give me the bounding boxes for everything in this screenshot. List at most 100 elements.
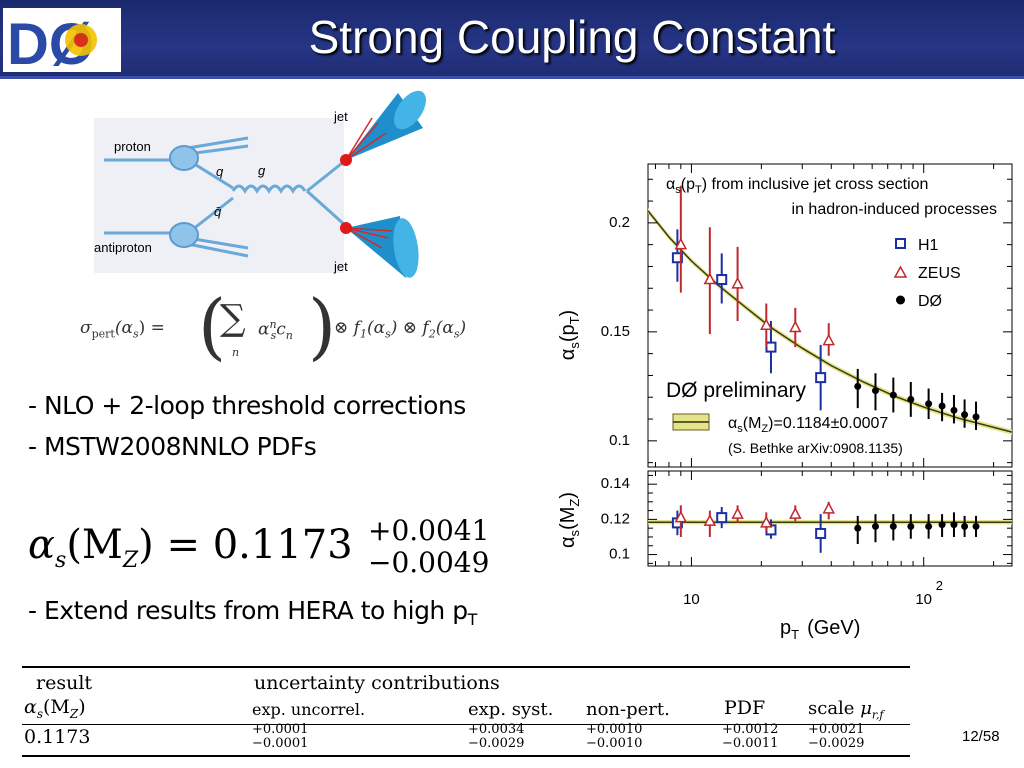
table-cell-nonpert: +0.0010 −0.0010 xyxy=(586,722,643,751)
data-marks xyxy=(671,185,980,553)
table-cell-pdf: +0.0012 −0.0011 xyxy=(722,722,779,751)
antiproton-blob xyxy=(169,222,199,248)
legend-d0-label: DØ xyxy=(918,293,942,310)
zeus-point-top xyxy=(674,237,688,250)
do-point-bottom xyxy=(854,524,862,532)
do-point-bottom xyxy=(871,522,879,530)
bottom-panel-frame xyxy=(647,470,1013,567)
h1-point-top xyxy=(765,341,777,353)
do-point-bottom xyxy=(907,522,915,530)
top-y-tick-label: 0.1 xyxy=(609,432,630,449)
jet-vertex-bottom xyxy=(340,222,352,234)
formula-sum-symbol: ∑ xyxy=(220,298,246,339)
table-col-exp-syst: exp. syst. xyxy=(468,699,554,720)
slide-title: Strong Coupling Constant xyxy=(308,11,836,63)
x-axis-label: pT (GeV) xyxy=(780,617,860,642)
table-cell-exp-syst: +0.0034 −0.0029 xyxy=(468,722,525,751)
do-point-top xyxy=(925,400,933,408)
do-point-bottom xyxy=(961,522,969,530)
do-point-top xyxy=(854,382,862,390)
alpha-s-chart: 0.2 0.15 0.1 0.14 0.12 0.1 10 10 2 αs(pT… xyxy=(557,163,1013,642)
result-formula-main: αs(MZ) = 0.1173 xyxy=(28,522,353,573)
zeus-point-bottom xyxy=(789,506,802,519)
zeus-point-bottom xyxy=(674,510,688,523)
formula-paren-open: ( xyxy=(198,284,227,368)
jet-cone-bottom-cap xyxy=(393,218,419,278)
proton-label: proton xyxy=(114,139,151,154)
do-point-top xyxy=(871,387,879,395)
formula-pdfs: ⊗ f1(αs) ⊗ f2(αs) xyxy=(334,318,467,341)
jet-line-top xyxy=(306,158,347,193)
preliminary-label: DØ preliminary xyxy=(666,379,807,402)
legend-zeus-label: ZEUS xyxy=(918,265,961,282)
table-result-value: 0.1173 xyxy=(24,726,91,748)
antiproton-label: antiproton xyxy=(94,240,152,255)
h1-point-top xyxy=(671,252,683,264)
jet-cone-top-cap xyxy=(394,90,426,130)
do-point-top xyxy=(972,413,980,421)
top-fit-band xyxy=(647,208,1013,435)
x-tick-label-10: 10 xyxy=(683,591,700,608)
do-point-bottom xyxy=(938,521,946,529)
do-point-top xyxy=(907,395,915,403)
table-col-pdf: PDF xyxy=(724,697,766,719)
top-y-tick-label: 0.15 xyxy=(601,323,630,340)
result-formula-plus: +0.0041 xyxy=(368,514,490,547)
x-tick-label-100-exponent: 2 xyxy=(936,578,943,593)
zeus-point-top xyxy=(760,318,773,331)
chart-annotation-line2: in hadron-induced processes xyxy=(792,201,997,218)
table-bottom-rule xyxy=(22,755,910,757)
page-number: 12/58 xyxy=(962,728,1000,745)
cross-section-formula: σpert(αs) = ( ∑ n αnscn ) ⊗ f1(αs) ⊗ f2(… xyxy=(80,284,520,370)
gluon-line xyxy=(231,184,307,194)
formula-paren-close: ) xyxy=(308,284,337,368)
bottom-fit-band xyxy=(648,519,1012,525)
x-tick-label-100: 10 xyxy=(915,591,932,608)
table-mid-rule xyxy=(22,724,910,725)
zeus-point-top xyxy=(703,272,717,285)
formula-lhs: σpert(αs) = xyxy=(80,318,165,341)
bottom-y-tick-label: 0.1 xyxy=(609,546,630,563)
bottom-y-tick-label: 0.14 xyxy=(601,475,630,492)
quark-label: q xyxy=(216,164,224,179)
jet-label-top: jet xyxy=(333,109,348,124)
do-point-bottom xyxy=(972,522,980,530)
table-subheader-alpha: αs(MZ) xyxy=(24,696,86,721)
top-y-tick-label: 0.2 xyxy=(609,214,630,231)
antiquark-label: q̄ xyxy=(214,204,222,219)
h1-point-bottom xyxy=(716,512,728,524)
do-point-top xyxy=(950,406,958,414)
jet-line-bottom xyxy=(305,189,348,228)
result-formula-minus: −0.0049 xyxy=(368,546,490,579)
zeus-point-bottom xyxy=(760,515,773,528)
bullet-nlo: - NLO + 2-loop threshold corrections xyxy=(28,391,466,420)
table-top-rule xyxy=(22,666,910,668)
legend-zeus-marker xyxy=(893,265,908,278)
reference-label: (S. Bethke arXiv:0908.1135) xyxy=(728,440,903,456)
do-point-bottom xyxy=(925,522,933,530)
title-underline xyxy=(0,76,1024,79)
h1-point-top xyxy=(815,372,827,384)
table-col-exp-uncorr: exp. uncorrel. xyxy=(252,700,366,719)
legend-h1-label: H1 xyxy=(918,237,939,254)
bottom-y-axis-label: αs(MZ) xyxy=(557,492,582,548)
table-header-result: result xyxy=(36,672,93,694)
zeus-point-top xyxy=(731,276,744,289)
zeus-point-bottom xyxy=(731,506,744,519)
legend-d0-marker xyxy=(896,295,905,305)
d0-logo: DØ xyxy=(3,8,121,77)
bullet-pdfs: - MSTW2008NNLO PDFs xyxy=(28,432,317,461)
title-bar xyxy=(0,0,1024,78)
zeus-point-top xyxy=(789,320,802,333)
chart-annotation-line1: αs(pT) from inclusive jet cross section xyxy=(666,176,928,196)
process-diagram: proton antiproton q q̄ g jet jet xyxy=(94,90,426,278)
table-cell-scale: +0.0021 −0.0029 xyxy=(808,722,865,751)
result-formula: αs(MZ) = 0.1173 +0.0041 −0.0049 xyxy=(28,512,508,592)
do-point-top xyxy=(889,391,897,399)
proton-blob xyxy=(169,145,199,171)
jet-vertex-top xyxy=(340,154,352,166)
fit-label: αs(MZ)=0.1184±0.0007 xyxy=(728,415,888,435)
formula-sum-body: αnscn xyxy=(258,318,293,343)
top-fit-curve xyxy=(647,210,1013,433)
table-header-uncertainty: uncertainty contributions xyxy=(254,672,500,694)
